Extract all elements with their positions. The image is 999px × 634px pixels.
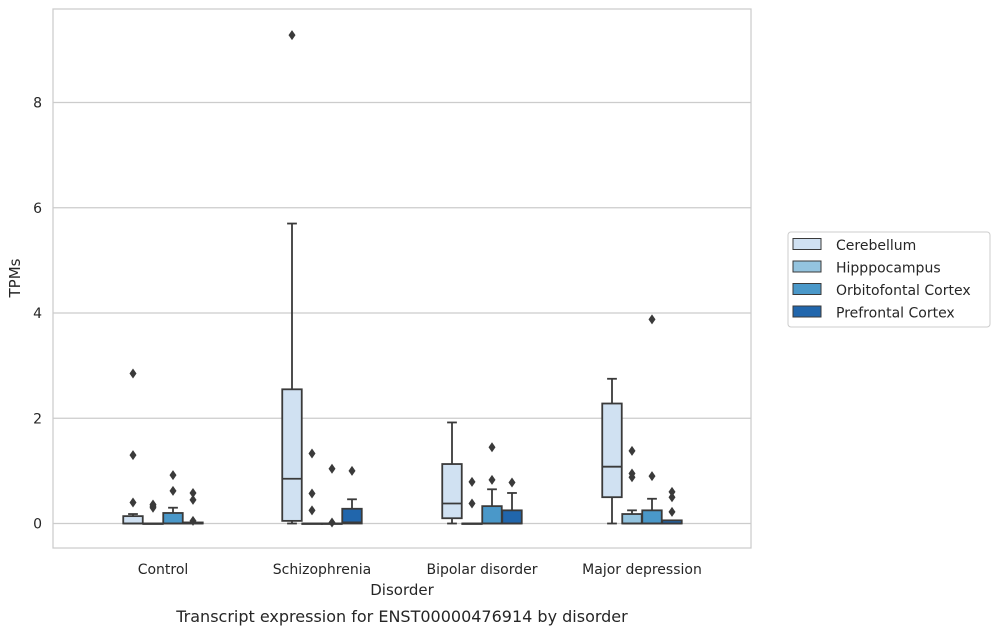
legend-label: Orbitofontal Cortex (836, 283, 971, 299)
outlier-point (189, 487, 197, 498)
box-hipppocampus-0 (142, 499, 164, 525)
y-tick-label: 4 (33, 306, 42, 322)
outlier-point (648, 314, 656, 325)
grid-lines (53, 101, 751, 525)
legend: Cerebellum Hipppocampus Orbitofontal Corte… (787, 231, 991, 328)
legend-frame (787, 231, 991, 328)
box-body (501, 509, 523, 525)
box-prefrontal-cortex-3 (661, 486, 683, 525)
outlier-point (308, 505, 316, 516)
box-orbitofontal-cortex-3 (641, 314, 663, 525)
outlier-point (288, 30, 296, 41)
x-tick-labels: Control Schizophrenia Bipolar disorder Majo… (138, 562, 702, 578)
box-body (601, 402, 623, 499)
box-hipppocampus-1 (301, 448, 323, 525)
box-orbitofontal-cortex-1 (321, 463, 343, 528)
box-orbitofontal-cortex-2 (481, 442, 503, 525)
legend-swatch (792, 305, 822, 318)
x-tick-label: Schizophrenia (273, 562, 371, 578)
outlier-point (468, 498, 476, 509)
legend-label: Prefrontal Cortex (836, 306, 955, 322)
x-tick-label: Major depression (582, 562, 702, 578)
box-prefrontal-cortex-0 (182, 487, 204, 526)
legend-swatch (792, 260, 822, 273)
x-tick-label: Bipolar disorder (426, 562, 537, 578)
outlier-point (648, 471, 656, 482)
box-body (441, 463, 463, 520)
box-body (641, 509, 663, 525)
legend-swatch (792, 283, 822, 295)
outlier-point (308, 488, 316, 499)
plot-frame (52, 8, 752, 549)
chart-caption: Transcript expression for ENST0000047691… (175, 607, 628, 626)
y-axis-label: TPMs (6, 258, 24, 298)
outlier-point (508, 477, 516, 488)
outlier-point (488, 474, 496, 485)
y-tick-label: 8 (33, 96, 42, 112)
box-hipppocampus-2 (461, 476, 483, 525)
y-tick-labels: 0 2 4 6 8 (33, 96, 42, 533)
outlier-point (488, 442, 496, 453)
outlier-point (668, 506, 676, 517)
outlier-point (668, 492, 676, 503)
outlier-point (628, 468, 636, 479)
box-cerebellum-1 (281, 30, 303, 525)
y-tick-label: 6 (33, 201, 42, 217)
outlier-point (328, 517, 336, 528)
outlier-point (149, 499, 157, 510)
box-body (341, 507, 363, 525)
boxes (122, 30, 683, 528)
box-prefrontal-cortex-2 (501, 477, 523, 525)
box-cerebellum-2 (441, 421, 463, 525)
y-tick-label: 2 (33, 411, 42, 427)
outlier-point (468, 476, 476, 487)
outlier-point (129, 368, 137, 379)
box-body (621, 513, 643, 525)
outlier-point (129, 497, 137, 508)
outlier-point (328, 463, 336, 474)
outlier-point (169, 485, 177, 496)
x-axis-label: Disorder (370, 581, 434, 599)
legend-label: Hipppocampus (836, 261, 941, 277)
outlier-point (628, 445, 636, 456)
box-hipppocampus-3 (621, 445, 643, 525)
outlier-point (169, 470, 177, 481)
box-cerebellum-3 (601, 377, 623, 525)
legend-label: Cerebellum (836, 238, 916, 254)
outlier-point (668, 486, 676, 497)
x-tick-label: Control (138, 562, 189, 578)
outlier-point (189, 494, 197, 505)
outlier-point (129, 450, 137, 461)
box-prefrontal-cortex-1 (341, 465, 363, 525)
outlier-point (348, 465, 356, 476)
box-body (481, 505, 503, 525)
box-orbitofontal-cortex-0 (162, 470, 184, 525)
legend-swatch (792, 238, 822, 250)
outlier-point (189, 515, 197, 526)
outlier-point (308, 448, 316, 459)
box-cerebellum-0 (122, 368, 144, 525)
box-body (162, 512, 184, 525)
y-tick-label: 0 (33, 517, 42, 533)
box-body (122, 515, 144, 525)
box-body (281, 388, 303, 522)
